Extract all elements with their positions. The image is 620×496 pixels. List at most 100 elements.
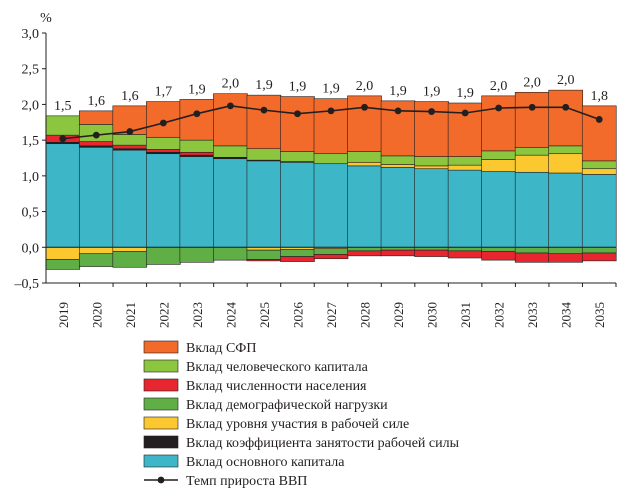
bar-segment	[347, 151, 382, 163]
x-tick-label: 2029	[391, 302, 406, 328]
bar-segment	[481, 159, 516, 172]
gdp-growth-point	[227, 102, 234, 110]
legend-label: Вклад СФП	[186, 341, 256, 356]
data-label: 1,7	[155, 85, 173, 100]
bar-segment	[146, 246, 181, 265]
y-tick-label: –0,5	[14, 277, 40, 292]
y-tick-label: 1,0	[22, 170, 40, 185]
data-label: 1,9	[255, 78, 273, 93]
bars-group	[45, 89, 617, 270]
gdp-growth-point	[59, 135, 67, 143]
bar-segment	[78, 141, 114, 147]
axes-group: 3,0 2,5 2,0 1,5 1,0 0,5 0,0 –0,5 2019 2020 2021 202…	[14, 27, 617, 328]
bar-segment	[380, 249, 416, 257]
y-tick-label: 2,0	[22, 98, 40, 113]
bar-segment	[146, 136, 181, 150]
legend-swatch	[143, 340, 179, 354]
bar-segment	[246, 94, 282, 150]
bar-segment	[481, 171, 516, 248]
gdp-growth-point	[428, 108, 435, 115]
bar-segment	[447, 156, 483, 166]
bar-segment	[581, 168, 617, 175]
bar-segment	[45, 246, 81, 260]
bar-segment	[280, 256, 315, 262]
bar-segment	[280, 249, 315, 257]
data-label: 1,6	[88, 94, 106, 109]
y-tick-label: 2,5	[22, 63, 40, 78]
x-tick-label: 2020	[89, 302, 104, 328]
x-tick-label: 2030	[425, 302, 440, 328]
gdp-growth-point	[92, 131, 100, 139]
x-tick-label: 2022	[156, 302, 171, 328]
bar-segment	[112, 251, 148, 268]
bar-segment	[414, 165, 449, 170]
bar-segment	[213, 145, 248, 158]
bar-segment	[313, 163, 349, 248]
bar-segment	[380, 155, 416, 165]
bar-segment	[548, 253, 584, 263]
bar-segment	[514, 154, 550, 173]
legend-swatch	[143, 397, 179, 411]
data-label: 1,9	[456, 86, 474, 101]
bar-segment	[179, 139, 215, 153]
bar-segment	[481, 246, 516, 252]
data-label: 2,0	[557, 73, 575, 88]
bar-segment	[246, 249, 282, 260]
data-label: 1,9	[322, 82, 340, 97]
legend-label: Вклад демографической нагрузки	[186, 398, 388, 413]
data-label: 2,0	[523, 75, 541, 90]
data-label: 1,8	[590, 89, 608, 104]
legend-label: Вклад коэффициента занятости рабочей сил…	[186, 436, 460, 451]
bar-segment	[78, 246, 114, 255]
legend-line-marker	[157, 476, 165, 484]
bar-segment	[179, 246, 215, 263]
x-tick-label: 2035	[592, 302, 607, 328]
y-unit-label: %	[40, 11, 52, 26]
legend-label: Вклад основного капитала	[186, 455, 345, 470]
y-tick-label: 0,5	[22, 206, 40, 221]
bar-segment	[313, 254, 349, 260]
bar-segment	[548, 145, 584, 155]
bar-segment	[112, 134, 148, 146]
bar-segment	[347, 250, 382, 257]
bar-segment	[313, 153, 349, 165]
bar-segment	[146, 153, 181, 248]
bar-segment	[246, 148, 282, 161]
legend-label: Вклад человеческого капитала	[186, 360, 369, 375]
gdp-growth-point	[495, 104, 503, 112]
bar-segment	[112, 246, 148, 252]
bar-segment	[481, 251, 516, 261]
data-label: 1,9	[289, 80, 307, 95]
bar-segment	[548, 172, 584, 248]
bar-segment	[45, 259, 81, 270]
bar-segment	[581, 160, 617, 170]
legend-label: Вклад численности населения	[186, 379, 367, 394]
x-tick-label: 2023	[190, 302, 205, 328]
gdp-growth-point	[361, 103, 368, 111]
line-series-group	[59, 102, 603, 143]
bar-segment	[581, 105, 617, 162]
bar-segment	[179, 99, 215, 141]
bar-segment	[447, 246, 483, 252]
legend: Вклад СФП Вклад человеческого капитала Вкл…	[143, 340, 460, 489]
gdp-growth-point	[562, 103, 570, 111]
data-labels-group: 1,5 1,6 1,6 1,7 1,9 2,0 1,9 1,9 1,9 2,0 1,9 1,9 1,9 2…	[54, 73, 608, 114]
gdp-growth-point	[528, 103, 536, 111]
gdp-growth-point	[327, 107, 335, 115]
bar-segment	[481, 150, 516, 160]
bar-segment	[313, 248, 349, 255]
gdp-growth-point	[126, 128, 134, 135]
bar-segment	[45, 115, 81, 136]
bar-segment	[514, 91, 550, 148]
gdp-growth-point	[461, 109, 469, 117]
y-tick-label: 3,0	[22, 27, 40, 42]
bar-segment	[514, 252, 550, 263]
bar-segment	[447, 169, 483, 248]
bar-segment	[414, 249, 449, 257]
bar-segment	[447, 164, 483, 171]
y-tick-label: 1,5	[22, 134, 40, 149]
bar-segment	[246, 259, 282, 262]
data-label: 2,0	[222, 77, 240, 92]
data-label: 1,6	[121, 89, 139, 104]
